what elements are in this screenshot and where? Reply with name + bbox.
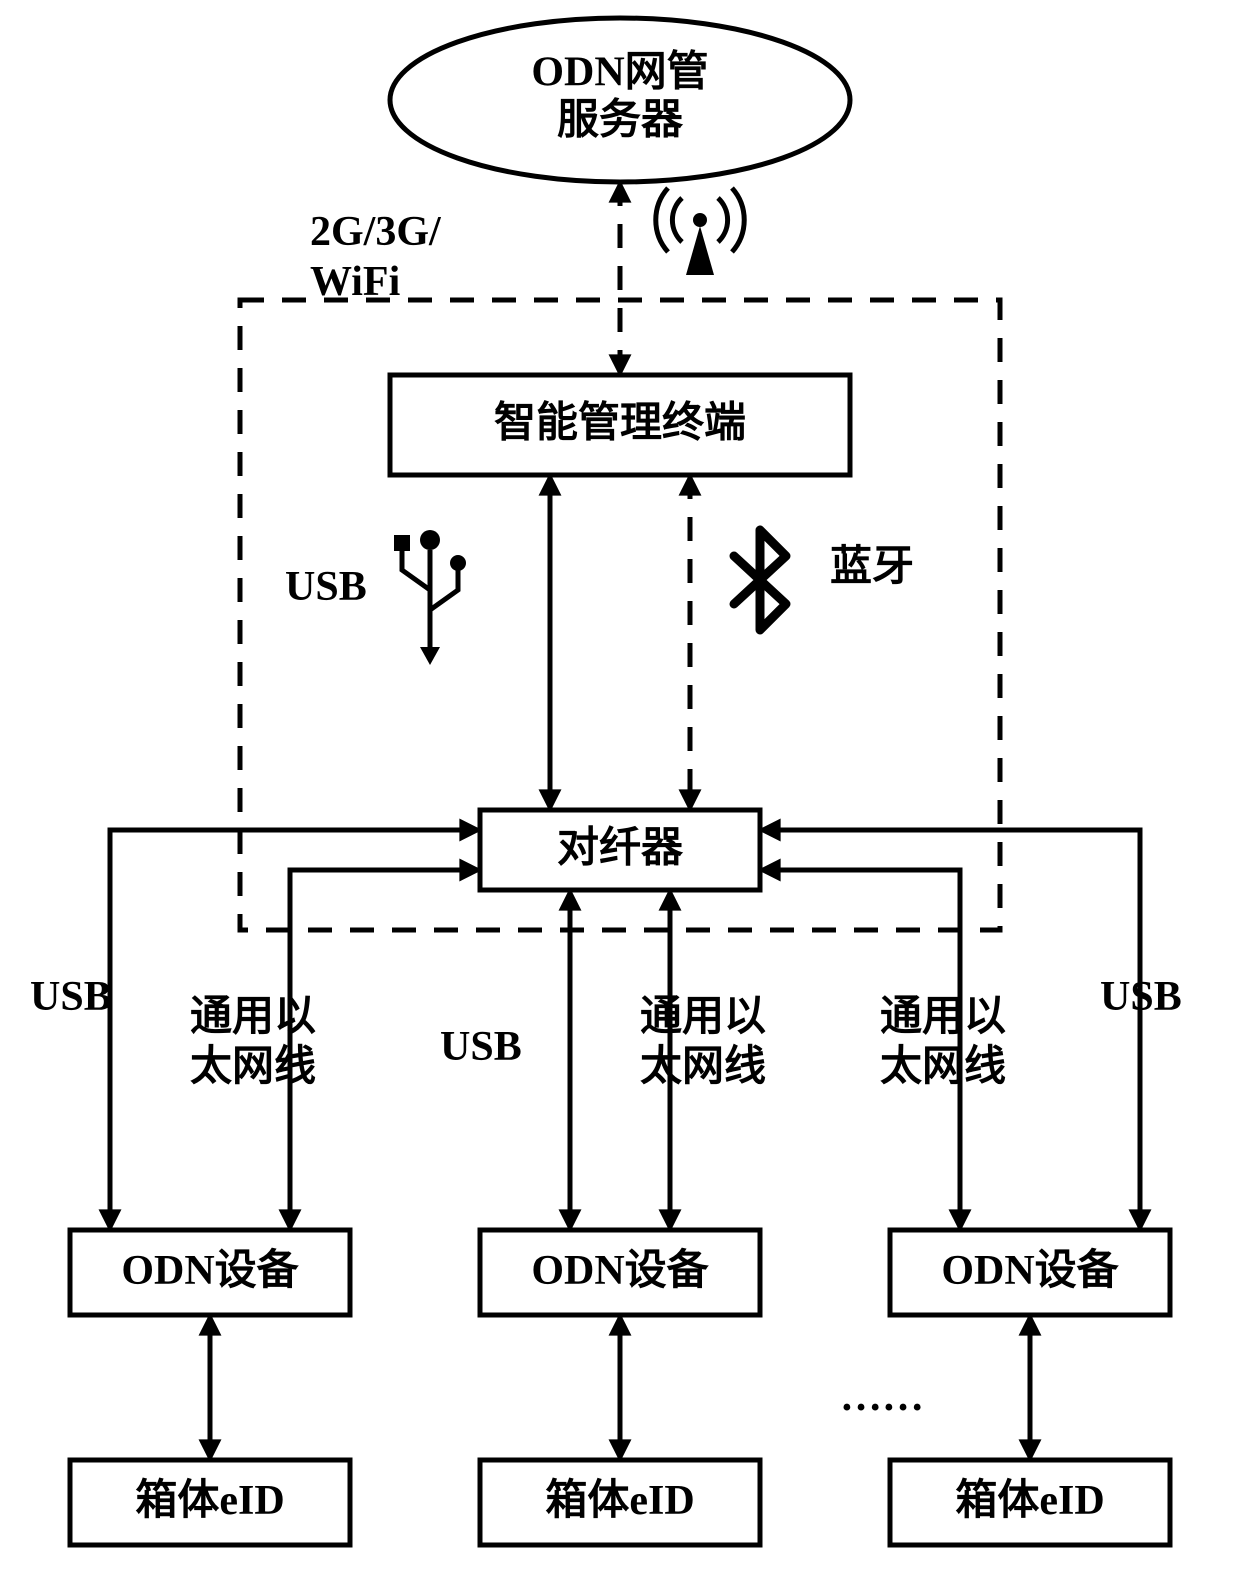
label-eth_c: 太网线 — [640, 1043, 766, 1090]
label-eth_l: 通用以 — [190, 994, 316, 1040]
label-usb_l: USB — [30, 974, 112, 1020]
node-eid2-label: 箱体eID — [545, 1477, 694, 1524]
label-eth_c: 通用以 — [640, 994, 766, 1040]
node-eid3: 箱体eID — [890, 1460, 1170, 1545]
node-server: ODN网管服务器 — [390, 18, 850, 182]
node-terminal-label: 智能管理终端 — [494, 400, 746, 447]
node-server-label: 服务器 — [557, 97, 684, 144]
usb-icon — [394, 530, 466, 665]
label-wifi: 2G/3G/ — [310, 209, 442, 255]
node-eid2: 箱体eID — [480, 1460, 760, 1545]
label-usb_mid: USB — [285, 564, 367, 610]
node-odn3: ODN设备 — [890, 1230, 1170, 1315]
label-dots: …… — [840, 1374, 924, 1420]
label-usb_c: USB — [440, 1024, 522, 1070]
label-wifi: WiFi — [310, 259, 401, 305]
node-odn1-label: ODN设备 — [121, 1247, 299, 1294]
label-usb_r: USB — [1100, 974, 1182, 1020]
node-eid3-label: 箱体eID — [955, 1477, 1104, 1524]
node-odn3-label: ODN设备 — [941, 1247, 1119, 1294]
node-odn2: ODN设备 — [480, 1230, 760, 1315]
label-eth_r: 太网线 — [880, 1043, 1006, 1090]
node-eid1: 箱体eID — [70, 1460, 350, 1545]
node-splicer-label: 对纤器 — [557, 825, 684, 872]
bluetooth-icon — [734, 530, 786, 630]
node-terminal: 智能管理终端 — [390, 375, 850, 475]
node-odn2-label: ODN设备 — [531, 1247, 709, 1294]
node-odn1: ODN设备 — [70, 1230, 350, 1315]
node-splicer: 对纤器 — [480, 810, 760, 890]
label-bluetooth: 蓝牙 — [830, 543, 914, 590]
network-diagram: ODN网管服务器智能管理终端对纤器 ODN设备 ODN设备 ODN设备箱体eID 箱体e… — [0, 0, 1240, 1582]
node-server-label: ODN网管 — [531, 49, 708, 96]
node-eid1-label: 箱体eID — [135, 1477, 284, 1524]
label-eth_l: 太网线 — [190, 1043, 316, 1090]
label-eth_r: 通用以 — [880, 994, 1006, 1040]
antenna-icon — [656, 188, 744, 275]
